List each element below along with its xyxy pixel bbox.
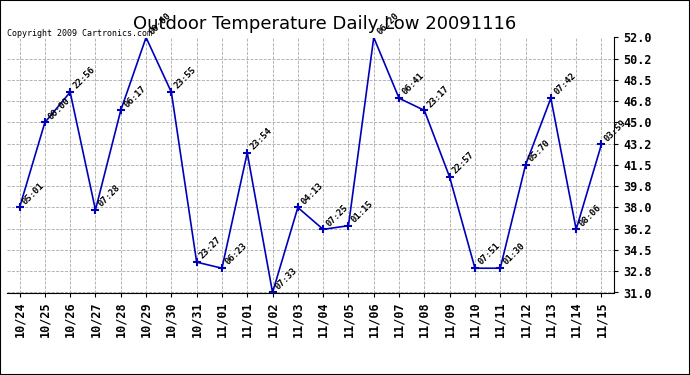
Text: 23:54: 23:54	[248, 126, 274, 152]
Text: 23:17: 23:17	[426, 84, 451, 109]
Text: 07:25: 07:25	[324, 202, 350, 228]
Text: 06:17: 06:17	[122, 84, 148, 109]
Text: 05:01: 05:01	[21, 181, 46, 206]
Text: 22:56: 22:56	[72, 65, 97, 91]
Text: 08:06: 08:06	[578, 202, 603, 228]
Text: 23:27: 23:27	[198, 236, 224, 261]
Text: 06:20: 06:20	[375, 11, 400, 36]
Text: 06:41: 06:41	[400, 72, 426, 97]
Text: 07:42: 07:42	[552, 72, 578, 97]
Text: 23:55: 23:55	[172, 65, 198, 91]
Text: 00:00: 00:00	[148, 11, 172, 36]
Text: 05:70: 05:70	[527, 138, 552, 164]
Text: Copyright 2009 Cartronics.com: Copyright 2009 Cartronics.com	[7, 28, 152, 38]
Text: 04:13: 04:13	[299, 181, 324, 206]
Text: 01:15: 01:15	[350, 199, 375, 224]
Text: 22:57: 22:57	[451, 150, 476, 176]
Text: 01:30: 01:30	[502, 242, 527, 267]
Text: 03:59: 03:59	[603, 118, 628, 143]
Text: 00:00: 00:00	[46, 96, 72, 121]
Text: 07:51: 07:51	[476, 242, 502, 267]
Text: 06:23: 06:23	[224, 242, 248, 267]
Text: Outdoor Temperature Daily Low 20091116: Outdoor Temperature Daily Low 20091116	[132, 15, 516, 33]
Text: 07:28: 07:28	[97, 183, 122, 209]
Text: 07:33: 07:33	[274, 266, 299, 291]
